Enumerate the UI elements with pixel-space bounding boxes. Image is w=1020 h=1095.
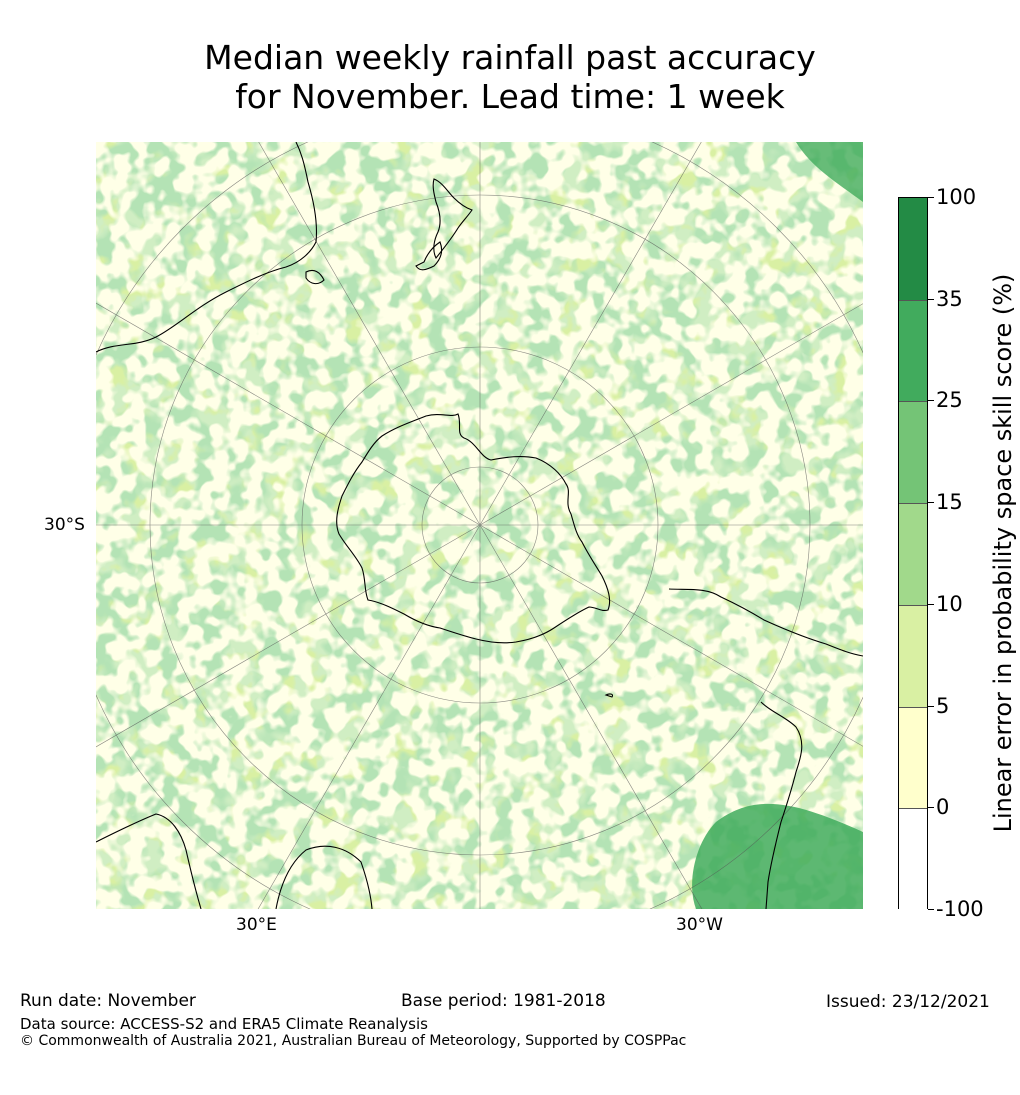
copyright: © Commonwealth of Australia 2021, Austra… — [20, 1033, 687, 1049]
colorbar-bin — [899, 706, 927, 810]
skill-score-map — [96, 142, 863, 909]
high-skill-region-north — [796, 142, 863, 202]
new-zealand-north — [432, 178, 473, 260]
high-skill-region — [692, 803, 863, 909]
data-source: Data source: ACCESS-S2 and ERA5 Climate … — [20, 1015, 428, 1033]
africa-coast — [96, 813, 202, 909]
tasmania-coast — [305, 269, 325, 285]
colorbar-bin — [899, 808, 927, 912]
colorbar-tick-label: 5 — [936, 694, 950, 718]
run-date: Run date: November — [20, 991, 196, 1011]
colorbar-bin — [899, 503, 927, 607]
longitude-label-east: 30°E — [236, 915, 277, 935]
colorbar-tick-mark — [928, 909, 934, 910]
colorbar-tick-label: 0 — [936, 795, 950, 819]
coastlines — [96, 142, 863, 909]
issued-date: Issued: 23/12/2021 — [826, 992, 990, 1012]
south-america-coast — [668, 588, 863, 657]
colorbar-tick-label: 100 — [936, 185, 977, 209]
colorbar-tick-mark — [928, 706, 934, 707]
colorbar-bin — [899, 198, 927, 301]
australia-coast — [96, 142, 318, 353]
colorbar-tick-mark — [928, 400, 934, 401]
colorbar-tick-mark — [928, 604, 934, 605]
south-america-east-coast — [760, 701, 803, 909]
colorbar-tick-mark — [928, 299, 934, 300]
south-georgia — [604, 693, 614, 698]
africa-south-coast — [275, 845, 373, 909]
colorbar-tick-label: 35 — [936, 287, 963, 311]
longitude-label-west: 30°W — [676, 915, 723, 935]
colorbar-tick-mark — [928, 197, 934, 198]
base-period: Base period: 1981-2018 — [401, 991, 606, 1011]
colorbar-tick-label: -100 — [936, 897, 984, 921]
colorbar-tick-label: 10 — [936, 592, 963, 616]
colorbar-bin — [899, 604, 927, 709]
antarctica-coast — [336, 413, 611, 644]
graticule — [96, 142, 863, 909]
colorbar-tick-mark — [928, 807, 934, 808]
new-zealand-south — [415, 241, 443, 271]
latitude-label: 30°S — [44, 515, 85, 535]
colorbar-title: Linear error in probability space skill … — [989, 273, 1017, 833]
colorbar-tick-label: 15 — [936, 490, 963, 514]
colorbar-tick-label: 25 — [936, 388, 963, 412]
colorbar — [898, 197, 928, 912]
colorbar-bin — [899, 299, 927, 403]
colorbar-tick-mark — [928, 502, 934, 503]
polar-map-canvas — [96, 142, 863, 909]
colorbar-bin — [899, 401, 927, 505]
map-title: Median weekly rainfall past accuracy for… — [204, 38, 816, 116]
